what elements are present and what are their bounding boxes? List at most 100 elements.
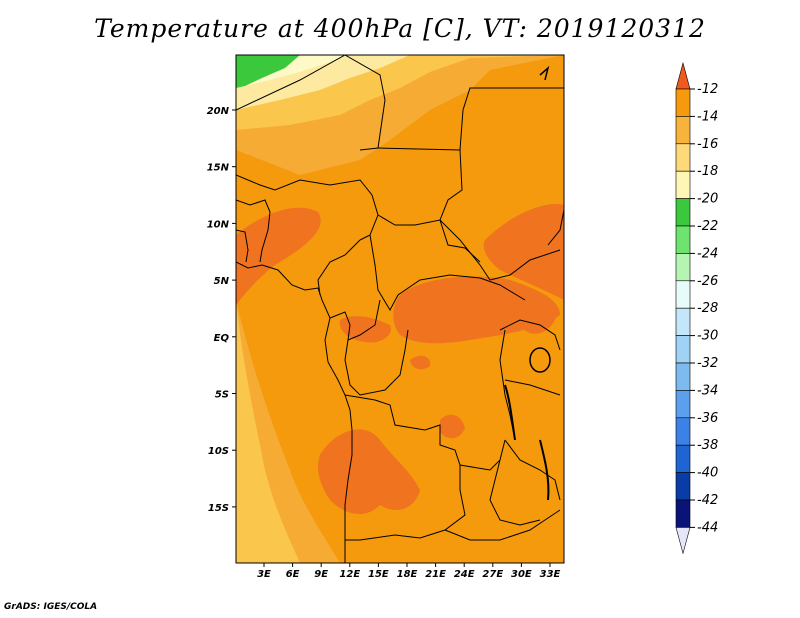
border-car-south xyxy=(369,234,526,312)
lon-tick-label: 9E xyxy=(314,569,328,580)
colorbar-label: -36 xyxy=(697,411,718,426)
border-southsudan-ethiopia xyxy=(489,249,561,281)
colorbar-label: -22 xyxy=(697,219,718,234)
colorbar-label: -32 xyxy=(697,356,718,371)
colorbar-label: -18 xyxy=(697,164,718,179)
temperature-field xyxy=(236,55,564,563)
warm-patch-westafrica xyxy=(236,207,321,305)
lat-tick-label: 15N xyxy=(207,163,230,174)
border-mali-algeria xyxy=(236,55,346,111)
colorbar-label: -14 xyxy=(697,109,718,124)
colorbar-segment xyxy=(675,253,691,282)
border-nigeria-cameroon xyxy=(317,239,361,296)
border-niger-west xyxy=(344,55,386,151)
colorbar-label: -16 xyxy=(697,137,718,152)
lon-tick-label: 24E xyxy=(454,569,475,580)
colorbar-label: -40 xyxy=(697,466,718,481)
lon-tick-label: 3E xyxy=(257,569,271,580)
colorbar-segment xyxy=(675,417,691,446)
border-gabon-north xyxy=(329,311,351,341)
colorbar-label: -44 xyxy=(697,520,718,535)
lat-tick-label: 5S xyxy=(215,390,229,401)
border-uganda-kenya xyxy=(499,319,561,351)
warm-patch-katanga xyxy=(440,414,465,439)
colorbar-segment xyxy=(675,499,691,528)
lon-tick-label: 6E xyxy=(286,569,300,580)
warm-patch-sudan xyxy=(483,204,564,300)
warm-patch-gabon xyxy=(339,316,391,343)
border-congo-drc xyxy=(344,329,409,396)
colorbar-segment xyxy=(675,143,691,172)
colorbar-label: -24 xyxy=(697,246,718,261)
latitude-axis: 20N 15N 10N 5N EQ 5S 10S 15S xyxy=(207,106,236,514)
border-namibia xyxy=(345,465,466,541)
lat-tick-label: 10N xyxy=(207,219,230,230)
colorbar-label: -34 xyxy=(697,383,718,398)
credit-text: GrADS: IGES/COLA xyxy=(4,602,98,612)
warm-patch-eastafrica xyxy=(516,298,556,334)
lat-tick-label: 10S xyxy=(208,446,229,457)
colorbar-segment xyxy=(675,88,691,117)
colorbar-segment xyxy=(675,116,691,145)
lon-tick-label: 30E xyxy=(511,569,532,580)
warm-patch-angola xyxy=(318,429,420,515)
colorbar-segment xyxy=(675,335,691,364)
colorbar: -12 -14 -16 -18 -20 -22 -24 -26 -28 -30 -32 -34 -36 -… xyxy=(675,61,718,555)
atlantic-coastline xyxy=(236,261,353,563)
colorbar-segment xyxy=(675,444,691,473)
colorbar-label: -30 xyxy=(697,329,718,344)
longitude-axis: 3E 6E 9E 12E 15E 18E 21E 24E 27E 30E 33E xyxy=(257,563,561,580)
field-minus24-patch xyxy=(236,55,300,88)
colorbar-bottom-arrow xyxy=(675,527,691,555)
colorbar-segment xyxy=(675,170,691,199)
country-borders xyxy=(236,55,564,563)
colorbar-label: -42 xyxy=(697,493,718,508)
colorbar-label: -28 xyxy=(697,301,718,316)
colorbar-top-arrow xyxy=(675,61,691,90)
lat-tick-label: 5N xyxy=(214,276,230,287)
lon-tick-label: 21E xyxy=(425,569,446,580)
lake-tanganyika xyxy=(504,384,516,441)
warm-patch-centralafrica xyxy=(393,276,560,344)
map-title: Temperature at 400hPa [C], VT: 201912031… xyxy=(94,14,706,43)
border-congo-north xyxy=(347,299,381,341)
border-chad-sudan xyxy=(439,149,463,221)
field-minus18-southwest xyxy=(236,300,300,563)
lon-tick-label: 27E xyxy=(482,569,503,580)
colorbar-segment xyxy=(675,362,691,391)
lon-tick-label: 12E xyxy=(339,569,360,580)
colorbar-label: -38 xyxy=(697,438,718,453)
border-zambia-east xyxy=(504,439,561,501)
border-niger-nigeria xyxy=(236,174,379,241)
lon-tick-label: 18E xyxy=(397,569,418,580)
colorbar-segment xyxy=(675,472,691,501)
red-sea-fragment xyxy=(539,65,550,81)
colorbar-segment xyxy=(675,307,691,336)
warm-patch-congo xyxy=(410,355,431,370)
lat-tick-label: 15S xyxy=(208,503,229,514)
lake-victoria xyxy=(529,347,551,373)
border-angola-drc xyxy=(344,394,506,471)
colorbar-segment xyxy=(675,390,691,419)
colorbar-segment xyxy=(675,225,691,254)
colorbar-segment xyxy=(675,198,691,227)
border-botswana xyxy=(444,509,561,541)
border-ghana xyxy=(236,199,271,263)
lon-tick-label: 33E xyxy=(540,569,561,580)
colorbar-label: -20 xyxy=(697,192,718,207)
lat-tick-label: 20N xyxy=(207,106,230,117)
lon-tick-label: 15E xyxy=(368,569,389,580)
colorbar-label: -12 xyxy=(697,82,718,97)
border-chad-libya xyxy=(377,87,564,151)
colorbar-segment xyxy=(675,280,691,309)
border-sudan-inner xyxy=(439,219,481,263)
lake-malawi xyxy=(539,439,550,501)
map-frame xyxy=(235,54,565,564)
border-tanzania-north xyxy=(504,379,561,396)
border-eritrea xyxy=(547,209,564,246)
lat-tick-label: EQ xyxy=(214,333,230,344)
colorbar-label: -26 xyxy=(697,274,718,289)
border-ivorycoast xyxy=(236,229,249,263)
border-zimbabwe xyxy=(489,459,541,526)
